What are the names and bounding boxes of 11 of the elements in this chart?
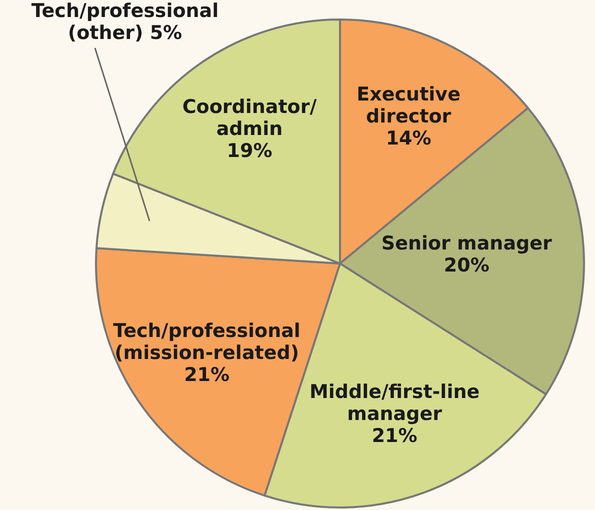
data-label: 21% [372, 424, 418, 447]
slice-label: Executive director [356, 84, 460, 128]
slice-label: Tech/professional (mission-related) [113, 320, 300, 364]
slice-label: Coordinator/ admin [182, 96, 317, 140]
data-label: 14% [386, 128, 432, 150]
data-label: 21% [184, 364, 230, 386]
data-label: 19% [226, 140, 272, 162]
slice-label: Tech/professional (other) 5% [31, 0, 219, 44]
data-label: 20% [444, 254, 490, 276]
slice-label: Senior manager [381, 232, 552, 254]
slice-label: Middle/first-line manager [309, 380, 480, 425]
